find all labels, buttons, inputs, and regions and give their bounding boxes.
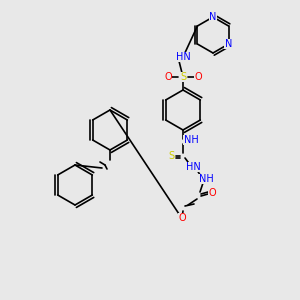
Text: S: S bbox=[180, 72, 186, 82]
Text: O: O bbox=[164, 72, 172, 82]
Text: O: O bbox=[178, 213, 186, 223]
Text: HN: HN bbox=[176, 52, 190, 62]
Text: NH: NH bbox=[184, 135, 198, 145]
Text: O: O bbox=[208, 188, 216, 198]
Text: O: O bbox=[194, 72, 202, 82]
Text: N: N bbox=[209, 12, 217, 22]
Text: HN: HN bbox=[186, 162, 200, 172]
Text: S: S bbox=[168, 151, 174, 161]
Text: NH: NH bbox=[199, 174, 213, 184]
Text: N: N bbox=[225, 39, 232, 49]
